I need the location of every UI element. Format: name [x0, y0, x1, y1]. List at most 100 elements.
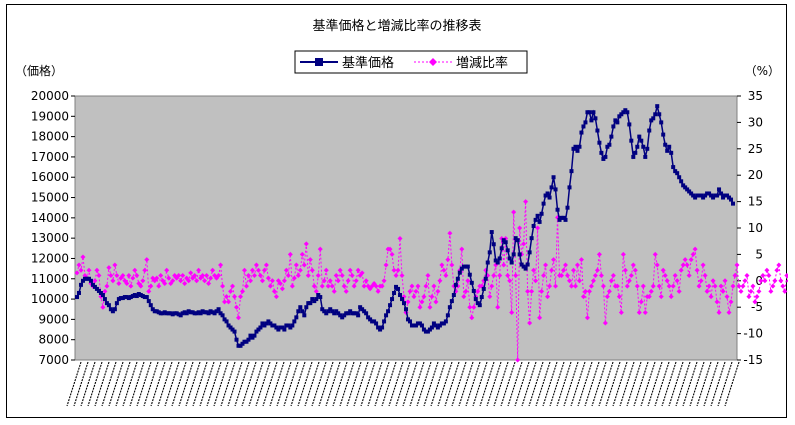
- rate-point: [728, 299, 734, 305]
- price-point: [146, 299, 151, 304]
- price-point: [627, 122, 632, 127]
- rate-point: [642, 309, 648, 315]
- price-point: [595, 128, 600, 133]
- rate-point: [650, 283, 656, 289]
- price-point: [388, 303, 393, 308]
- rate-point: [553, 283, 559, 289]
- price-point: [212, 311, 217, 316]
- rate-point: [778, 278, 784, 284]
- rate-point: [299, 251, 305, 257]
- price-point: [94, 286, 99, 291]
- price-point: [396, 286, 401, 291]
- price-point: [288, 325, 293, 330]
- rate-point: [525, 288, 531, 294]
- price-point: [541, 201, 546, 206]
- rate-point: [415, 283, 421, 289]
- price-point: [523, 266, 528, 271]
- price-point: [405, 317, 410, 322]
- rate-point: [162, 280, 168, 286]
- price-point: [507, 256, 512, 261]
- price-point: [549, 185, 554, 190]
- rate-point: [335, 278, 341, 284]
- rate-point: [158, 273, 164, 279]
- rate-point: [614, 283, 620, 289]
- rate-point: [222, 299, 228, 305]
- rate-point: [92, 278, 98, 284]
- rate-point: [469, 315, 475, 321]
- y-left-tick-label: 8000: [38, 333, 69, 347]
- rate-point: [431, 283, 437, 289]
- x-axis-date-label: [157, 361, 173, 407]
- rate-point: [192, 273, 198, 279]
- rate-point: [768, 288, 774, 294]
- rate-point: [539, 288, 545, 294]
- price-point: [617, 114, 622, 119]
- rate-point: [86, 267, 92, 273]
- rate-point: [180, 273, 186, 279]
- price-point: [346, 311, 351, 316]
- price-point: [222, 317, 227, 322]
- rate-point: [784, 273, 788, 279]
- rate-point: [218, 262, 224, 268]
- chart-frame: 基準価格と増減比率の推移表 （価格） （%） 7000 8000 9000 10000 110…: [6, 4, 788, 418]
- price-point: [348, 309, 353, 314]
- rate-point: [465, 278, 471, 284]
- rate-point: [774, 267, 780, 273]
- price-point: [268, 321, 273, 326]
- price-point: [727, 195, 732, 200]
- rate-point: [226, 299, 232, 305]
- rate-point: [247, 278, 253, 284]
- rate-point: [489, 283, 495, 289]
- price-point: [380, 325, 385, 330]
- rate-point: [110, 278, 116, 284]
- price-point: [509, 260, 514, 265]
- price-point: [216, 307, 221, 312]
- price-point: [78, 282, 83, 287]
- x-axis-date-label: [717, 361, 733, 407]
- price-point: [573, 144, 578, 149]
- price-point: [553, 187, 558, 192]
- rate-point: [704, 288, 710, 294]
- price-point: [607, 142, 612, 147]
- y-right-tick-label: 35: [748, 89, 763, 103]
- price-point: [260, 321, 265, 326]
- price-point: [234, 337, 239, 342]
- rate-point: [660, 267, 666, 273]
- rate-point: [592, 273, 598, 279]
- legend-price-marker: [315, 58, 323, 66]
- price-point: [623, 108, 628, 113]
- rate-point: [283, 267, 289, 273]
- rate-point: [277, 280, 283, 286]
- price-point: [374, 321, 379, 326]
- rate-point: [566, 278, 572, 284]
- price-point: [340, 315, 345, 320]
- rate-point: [140, 278, 146, 284]
- rate-point: [176, 273, 182, 279]
- price-point: [493, 258, 498, 263]
- price-point: [80, 278, 85, 283]
- rate-point: [425, 273, 431, 279]
- rate-point: [208, 275, 214, 281]
- price-point: [417, 321, 422, 326]
- rate-point: [495, 304, 501, 310]
- rate-point: [776, 262, 782, 268]
- rate-point: [257, 273, 263, 279]
- price-point: [583, 120, 588, 125]
- rate-point: [291, 275, 297, 281]
- rate-point: [688, 257, 694, 263]
- rate-point: [732, 273, 738, 279]
- price-point: [579, 130, 584, 135]
- rate-point: [527, 320, 533, 326]
- x-axis-date-label: [213, 361, 229, 407]
- rate-point: [307, 257, 313, 263]
- rate-point: [602, 320, 608, 326]
- price-point: [96, 288, 101, 293]
- price-point: [659, 120, 664, 125]
- rate-point: [329, 283, 335, 289]
- price-point: [254, 329, 259, 334]
- rate-point: [130, 275, 136, 281]
- price-point: [715, 193, 720, 198]
- x-axis-date-label: [360, 361, 376, 407]
- price-point: [110, 309, 115, 314]
- price-point: [246, 337, 251, 342]
